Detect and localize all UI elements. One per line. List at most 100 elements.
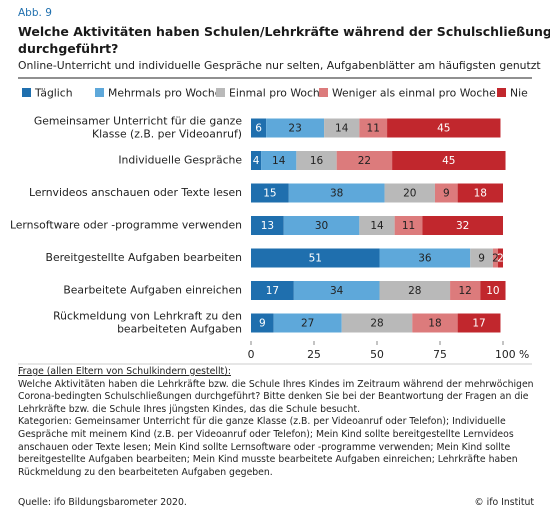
value-label: 22 bbox=[358, 155, 371, 167]
value-label: 6 bbox=[255, 123, 262, 135]
bar-segment bbox=[273, 313, 342, 333]
copyright: © ifo Institut bbox=[474, 497, 534, 508]
value-label: 2 bbox=[497, 253, 504, 265]
legend-swatch bbox=[216, 88, 225, 97]
bar-segment bbox=[392, 151, 506, 170]
value-label: 30 bbox=[315, 220, 328, 232]
legend-label: Nie bbox=[510, 87, 528, 100]
value-label: 11 bbox=[402, 220, 415, 232]
bar-segment bbox=[251, 281, 294, 300]
bar-segment bbox=[296, 151, 337, 170]
value-label: 18 bbox=[474, 188, 487, 200]
value-label: 14 bbox=[370, 220, 384, 232]
category-label: Individuelle Gespräche bbox=[118, 154, 242, 167]
category-label: Lernsoftware oder -programme verwenden bbox=[10, 219, 242, 232]
chart-title: Welche Aktivitäten haben Schulen/Lehrkrä… bbox=[18, 24, 550, 56]
category-label: Bearbeitete Aufgaben einreichen bbox=[63, 284, 242, 297]
legend-label: Mehrmals pro Woche bbox=[108, 87, 222, 100]
value-label: 28 bbox=[370, 318, 383, 330]
bar-segment bbox=[480, 281, 506, 300]
value-label: 28 bbox=[408, 285, 421, 297]
value-label: 36 bbox=[418, 253, 432, 265]
bar-segment bbox=[379, 281, 451, 300]
category-label-line: bearbeiteten Aufgaben bbox=[117, 323, 242, 336]
category-label: Lernvideos anschauen oder Texte lesen bbox=[29, 186, 242, 199]
legend-label: Weniger als einmal pro Woche bbox=[332, 87, 496, 100]
value-label: 14 bbox=[272, 155, 286, 167]
value-label: 20 bbox=[403, 188, 416, 200]
bar-segment bbox=[261, 151, 297, 170]
x-tick-label: 100 % bbox=[495, 348, 529, 361]
x-tick-label: 25 bbox=[307, 348, 321, 361]
bar-segment bbox=[283, 216, 360, 235]
bar-segment bbox=[359, 216, 395, 235]
category-label-line: Gemeinsamer Unterricht für die ganze bbox=[34, 115, 242, 128]
bar-segment bbox=[251, 118, 267, 138]
value-label: 9 bbox=[443, 188, 450, 200]
category-label: Bereitgestellte Aufgaben bearbeiten bbox=[46, 251, 242, 264]
value-label: 12 bbox=[459, 285, 472, 297]
value-label: 13 bbox=[261, 220, 274, 232]
value-label: 9 bbox=[478, 253, 485, 265]
bar-segment bbox=[457, 183, 503, 203]
source: Quelle: ifo Bildungsbarometer 2020. bbox=[18, 497, 187, 508]
bar-segment bbox=[288, 183, 385, 203]
bar-segment bbox=[359, 118, 388, 138]
chart-title-line: Welche Aktivitäten haben Schulen/Lehrkrä… bbox=[18, 24, 550, 39]
category-label-line: Bearbeitete Aufgaben einreichen bbox=[63, 284, 242, 297]
category-label: Gemeinsamer Unterricht für die ganze Klas… bbox=[34, 115, 242, 141]
category-label-line: Lernsoftware oder -programme verwenden bbox=[10, 219, 242, 232]
bar-segment bbox=[497, 248, 503, 268]
category-label-line: Lernvideos anschauen oder Texte lesen bbox=[29, 186, 242, 199]
bar-segment bbox=[394, 216, 423, 235]
legend-swatch bbox=[22, 88, 31, 97]
bar-segment bbox=[251, 313, 274, 333]
figure-label: Abb. 9 bbox=[18, 7, 52, 19]
bar-segment bbox=[387, 118, 501, 138]
chart-subtitle: Online-Unterricht und individuelle Gespr… bbox=[18, 59, 541, 72]
bar-segment bbox=[336, 151, 393, 170]
legend-label: Täglich bbox=[34, 87, 73, 100]
question: Welche Aktivitäten haben die Lehrkräfte … bbox=[18, 378, 534, 415]
value-label: 45 bbox=[442, 155, 455, 167]
value-label: 45 bbox=[437, 123, 450, 135]
bar-segment bbox=[251, 183, 289, 203]
value-label: 27 bbox=[301, 318, 314, 330]
category-label-line: Bereitgestellte Aufgaben bearbeiten bbox=[46, 251, 242, 264]
legend-swatch bbox=[319, 88, 328, 97]
bar-segment bbox=[384, 183, 435, 203]
notes: Frage (allen Eltern von Schulkindern ges… bbox=[18, 366, 534, 479]
value-label: 38 bbox=[330, 188, 343, 200]
value-label: 10 bbox=[486, 285, 499, 297]
value-label: 32 bbox=[456, 220, 469, 232]
value-label: 34 bbox=[330, 285, 344, 297]
value-label: 2 bbox=[492, 253, 499, 265]
bar-segment bbox=[251, 216, 284, 235]
bar-segment bbox=[457, 313, 501, 333]
value-label: 4 bbox=[253, 155, 260, 167]
value-label: 15 bbox=[263, 188, 276, 200]
value-label: 16 bbox=[310, 155, 324, 167]
category-label-line: Rückmeldung von Lehrkraft zu den bbox=[53, 310, 242, 323]
value-label: 9 bbox=[259, 318, 266, 330]
bar-segment bbox=[492, 248, 498, 268]
bar-segment bbox=[470, 248, 493, 268]
legend-swatch bbox=[497, 88, 506, 97]
categories-text: Kategorien: Gemeinsamer Unterricht für d… bbox=[18, 416, 518, 478]
value-label: 17 bbox=[266, 285, 279, 297]
bar-segment bbox=[266, 118, 325, 138]
bar-segment bbox=[422, 216, 503, 235]
bar-segment bbox=[293, 281, 380, 300]
bar-segment bbox=[450, 281, 481, 300]
bar-segment bbox=[251, 151, 262, 170]
bar-segment bbox=[251, 248, 380, 268]
x-tick-label: 50 bbox=[370, 348, 384, 361]
bar-segment bbox=[324, 118, 360, 138]
category-label-line: Individuelle Gespräche bbox=[118, 154, 242, 167]
legend-swatch bbox=[95, 88, 104, 97]
category-label-line: Klasse (z.B. per Videoanruf) bbox=[92, 128, 242, 141]
bar-segment bbox=[412, 313, 458, 333]
question-heading: Frage (allen Eltern von Schulkindern ges… bbox=[18, 366, 231, 377]
